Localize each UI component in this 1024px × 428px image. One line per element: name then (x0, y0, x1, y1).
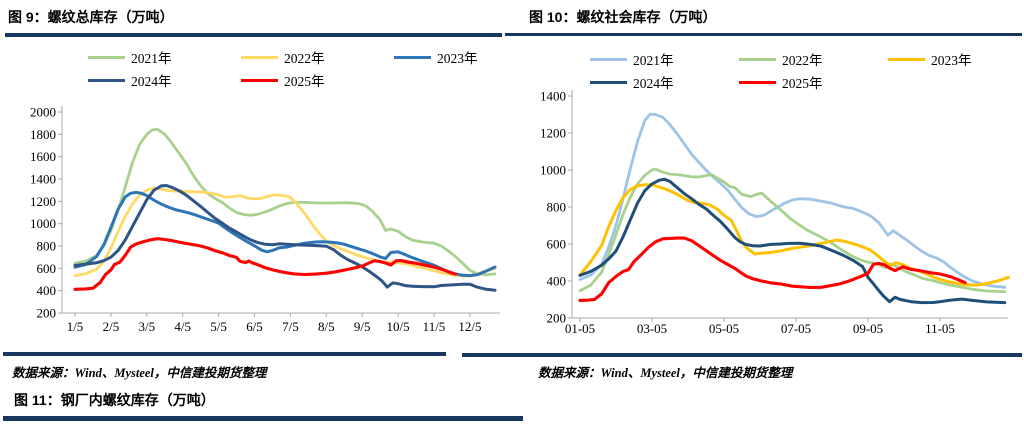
legend-row: 2024年 2025年 (88, 70, 547, 90)
x-tick-label: 3/5 (138, 319, 155, 334)
x-tick-label: 11-05 (925, 321, 955, 336)
legend-item: 2025年 (739, 72, 888, 92)
footer-rule-left (3, 352, 446, 356)
y-tick-label: 200 (547, 311, 567, 326)
y-tick-label: 600 (37, 261, 57, 276)
chart-figure9: 200 400 600 800 1000 1200 1400 1600 1800 2000 1/5 2… (30, 105, 500, 334)
legend-swatch (394, 55, 431, 59)
figure9-title: 图 9：螺纹总库存（万吨） (8, 9, 174, 25)
legend-label: 2022年 (782, 53, 823, 68)
legend-swatch (739, 80, 776, 84)
series-line-2022年 (578, 167, 1007, 294)
x-tick-label: 2/5 (103, 319, 120, 334)
series-line-2024年 (578, 177, 1007, 305)
x-tick-label: 5/5 (210, 319, 227, 334)
x-tick-label: 10/5 (387, 319, 410, 334)
title-rule-right (505, 32, 1022, 36)
legend-figure10: 2021年 2022年 2023年 2024年 2025年 (590, 49, 1024, 95)
legend-swatch (739, 57, 776, 61)
legend-swatch (590, 80, 627, 84)
y-tick-label: 1800 (30, 127, 56, 142)
x-tick-label: 03-05 (637, 321, 667, 336)
y-tick-label: 1200 (30, 194, 56, 209)
legend-item: 2023年 (394, 47, 547, 67)
series-line-2023年 (73, 190, 497, 278)
x-tick-label: 4/5 (174, 319, 191, 334)
x-tick-label: 6/5 (246, 319, 263, 334)
series-line-2025年 (73, 237, 458, 291)
x-tick-label: 8/5 (318, 319, 335, 334)
legend-label: 2025年 (284, 74, 325, 89)
legend-label: 2022年 (284, 51, 325, 66)
footer-rule-right (462, 353, 1022, 357)
y-tick-label: 800 (37, 239, 57, 254)
title-rule-left (5, 33, 502, 37)
figure11-title-rule (3, 416, 523, 421)
y-tick-label: 1000 (30, 216, 56, 231)
y-tick-label: 600 (547, 237, 567, 252)
legend-row: 2021年 2022年 2023年 (590, 49, 1024, 69)
legend-figure9: 2021年 2022年 2023年 2024年 2025年 (88, 47, 547, 93)
x-tick-label: 09-05 (853, 321, 883, 336)
y-tick-label: 400 (37, 283, 57, 298)
legend-item: 2023年 (888, 49, 1024, 69)
chart-figure10: 200 400 600 800 1000 1200 1400 01-05 03-05 05-05 0… (540, 89, 1010, 336)
legend-item: 2024年 (590, 72, 739, 92)
x-tick-label: 1/5 (67, 319, 84, 334)
legend-item: 2022年 (739, 49, 888, 69)
legend-item: 2021年 (590, 49, 739, 69)
x-tick-label: 07-05 (781, 321, 811, 336)
series-line-2025年 (578, 236, 967, 302)
legend-item: 2024年 (88, 70, 241, 90)
x-tick-label: 12/5 (458, 319, 481, 334)
legend-label: 2024年 (131, 74, 172, 89)
y-tick-label: 2000 (30, 105, 56, 120)
y-tick-label: 200 (37, 306, 57, 321)
series-line-2024年 (73, 184, 497, 292)
legend-label: 2021年 (633, 53, 674, 68)
x-tick-label: 9/5 (354, 319, 371, 334)
legend-label: 2021年 (131, 51, 172, 66)
x-tick-label: 01-05 (565, 321, 595, 336)
y-tick-label: 800 (547, 200, 567, 215)
legend-label: 2024年 (633, 76, 674, 91)
legend-row: 2021年 2022年 2023年 (88, 47, 547, 67)
legend-swatch (888, 57, 925, 61)
x-tick-label: 11/5 (423, 319, 446, 334)
legend-swatch (88, 55, 125, 59)
legend-row: 2024年 2025年 (590, 72, 1024, 92)
legend-swatch (241, 78, 278, 82)
legend-label: 2023年 (437, 51, 478, 66)
y-tick-label: 1000 (540, 163, 566, 178)
y-tick-label: 1200 (540, 126, 566, 141)
series-line-2021年 (578, 112, 1007, 289)
series-line-2022年 (73, 186, 497, 278)
legend-label: 2023年 (931, 53, 972, 68)
y-tick-label: 400 (547, 274, 567, 289)
legend-item: 2022年 (241, 47, 394, 67)
y-tick-label: 1400 (30, 172, 56, 187)
legend-swatch (88, 78, 125, 82)
y-tick-label: 1600 (30, 149, 56, 164)
legend-swatch (590, 57, 627, 61)
figure11-title: 图 11：钢厂内螺纹库存（万吨） (14, 392, 215, 408)
legend-label: 2025年 (782, 76, 823, 91)
legend-swatch (241, 55, 278, 59)
series-line-2021年 (73, 127, 497, 277)
legend-item: 2021年 (88, 47, 241, 67)
legend-item: 2025年 (241, 70, 394, 90)
figure10-source: 数据来源：Wind、Mysteel，中信建投期货整理 (538, 366, 793, 380)
figure9-source: 数据来源：Wind、Mysteel，中信建投期货整理 (12, 366, 267, 380)
x-tick-label: 7/5 (282, 319, 299, 334)
figure10-title: 图 10：螺纹社会库存（万吨） (529, 9, 717, 25)
y-tick-label: 1400 (540, 89, 566, 104)
x-tick-label: 05-05 (709, 321, 739, 336)
